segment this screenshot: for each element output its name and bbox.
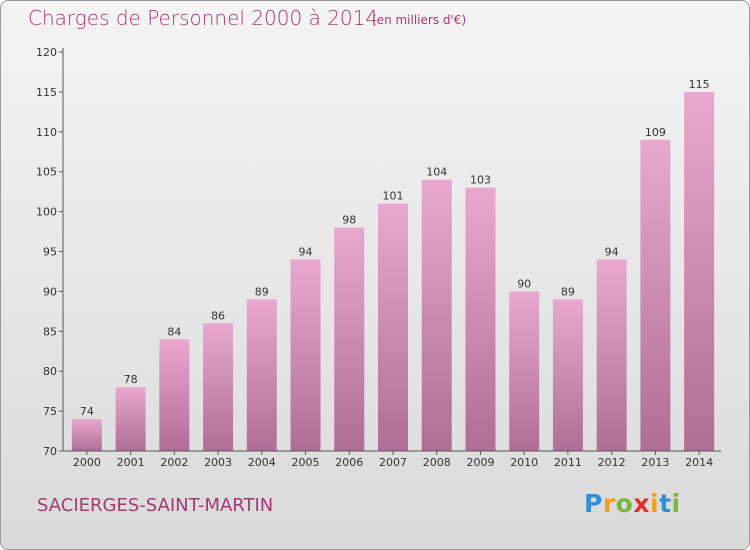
x-tick-label: 2007 [379, 456, 407, 469]
axes-layer: 70 75 80 85 90 95 100 105 110 115 120 [36, 46, 721, 458]
bar [334, 227, 365, 451]
y-tick-label: 120 [36, 46, 57, 59]
x-tick-label: 2001 [117, 456, 145, 469]
bar [290, 259, 321, 451]
data-label: 84 [167, 325, 181, 338]
logo-letter: x [633, 489, 650, 518]
bar [378, 203, 408, 451]
x-tick-label: 2005 [292, 456, 320, 469]
chart-title: Charges de Personnel 2000 à 2014 [28, 6, 379, 30]
x-tick-label: 2009 [466, 456, 494, 469]
y-tick-label: 115 [36, 86, 57, 99]
x-tick-label: 2002 [160, 456, 188, 469]
bar [596, 259, 627, 451]
y-tick-label: 90 [43, 285, 57, 298]
data-label: 104 [426, 166, 447, 179]
y-tick-label: 75 [43, 405, 57, 418]
data-label: 78 [124, 373, 138, 386]
data-label: 90 [517, 277, 531, 290]
bar [552, 299, 583, 451]
y-tick-label: 70 [43, 445, 57, 458]
y-tick-label: 105 [36, 166, 57, 179]
data-label: 86 [211, 309, 225, 322]
bar [71, 419, 102, 451]
logo-letter: i [671, 489, 681, 518]
chart-subtitle: (en milliers d'€) [372, 13, 467, 27]
x-tick-label: 2006 [335, 456, 363, 469]
bar [203, 323, 234, 451]
x-tick-label: 2014 [685, 456, 713, 469]
x-tick-label: 2010 [510, 456, 538, 469]
data-label: 109 [645, 126, 666, 139]
logo-letter: t [659, 489, 672, 518]
bar [465, 187, 496, 451]
data-label: 94 [605, 245, 619, 258]
y-tick-label: 80 [43, 365, 57, 378]
labels-layer: 2000 74 2001 78 2002 84 2003 86 2004 89 2005 94 2006… [73, 78, 713, 469]
x-tick-label: 2011 [554, 456, 582, 469]
x-tick-label: 2003 [204, 456, 232, 469]
x-tick-label: 2013 [641, 456, 669, 469]
x-tick-label: 2008 [423, 456, 451, 469]
x-tick-label: 2000 [73, 456, 101, 469]
data-label: 74 [80, 405, 94, 418]
bar [421, 179, 452, 451]
logo-letter: r [602, 489, 616, 518]
y-tick-label: 85 [43, 325, 57, 338]
data-label: 98 [342, 214, 356, 227]
y-tick-label: 110 [36, 126, 57, 139]
x-tick-label: 2004 [248, 456, 276, 469]
bar [509, 291, 540, 451]
logo-letter: i [650, 489, 660, 518]
data-label: 89 [561, 285, 575, 298]
y-tick-label: 95 [43, 246, 57, 259]
y-tick-label: 100 [36, 206, 57, 219]
city-name: SACIERGES-SAINT-MARTIN [37, 495, 274, 516]
logo-letter: o [615, 489, 634, 518]
data-label: 94 [299, 245, 313, 258]
bar [640, 139, 671, 451]
x-tick-label: 2012 [598, 456, 626, 469]
logo-letter: P [584, 489, 603, 518]
data-label: 115 [689, 78, 710, 91]
proxiti-logo: Proxiti [584, 489, 681, 518]
data-label: 101 [383, 190, 404, 203]
bar [159, 339, 190, 451]
bar [684, 91, 715, 452]
data-label: 103 [470, 174, 491, 187]
data-label: 89 [255, 285, 269, 298]
bars-layer [71, 91, 715, 452]
bar [246, 299, 277, 451]
bar [115, 387, 146, 451]
